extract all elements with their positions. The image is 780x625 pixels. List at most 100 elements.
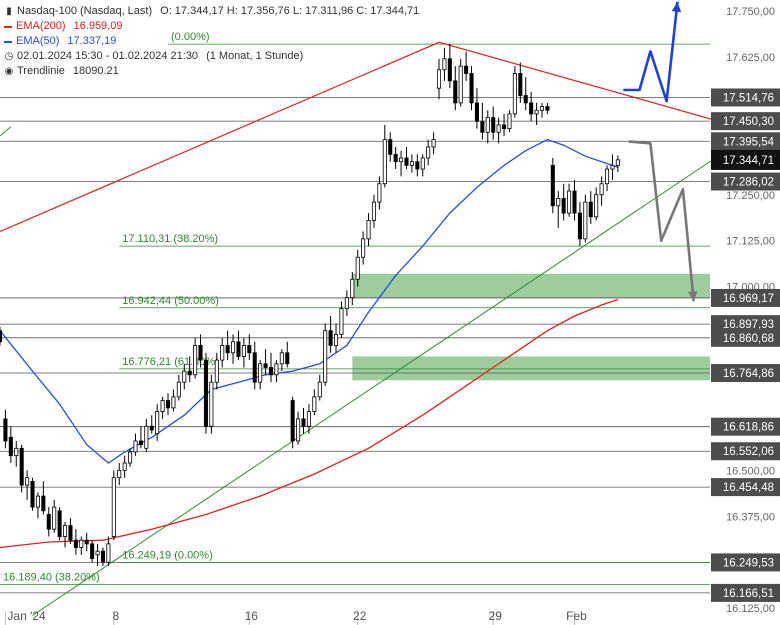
legend-interval: (1 Monat, 1 Stunde) — [206, 50, 304, 62]
candle-body-27 — [144, 425, 149, 449]
candle-body-8 — [41, 495, 46, 512]
candle-body-80 — [431, 139, 436, 148]
candle-body-84 — [453, 80, 458, 104]
ema200-label: EMA(200) — [16, 20, 66, 32]
candle-body-71 — [382, 139, 387, 185]
candle-body-91 — [491, 117, 496, 133]
legend-trendline-row[interactable]: ◉ Trendlinie 18090.21 — [4, 64, 419, 79]
candle-body-54 — [290, 400, 295, 442]
ema200-line — [0, 298, 619, 549]
candle-body-66 — [355, 256, 360, 280]
candle-body-106 — [572, 190, 577, 214]
y-tick-6: 16.375,00 — [726, 511, 775, 523]
candle-body-13 — [68, 525, 73, 541]
candle-body-61 — [328, 330, 333, 346]
candle-body-94 — [507, 113, 512, 130]
candle-body-102 — [550, 164, 555, 207]
bearish-projection-arrow-head — [688, 291, 698, 302]
level-label-7: 16.764,86 — [723, 368, 774, 380]
candle-body-58 — [312, 396, 317, 412]
candle-body-113 — [610, 164, 615, 170]
ema-lines — [0, 138, 619, 549]
candle-body-55 — [296, 418, 301, 442]
fib-label-5: (0.00%) — [171, 31, 210, 43]
trendline-label: Trendlinie — [17, 65, 65, 77]
candle-body-9 — [46, 514, 51, 530]
price-axis: 17.750,0017.625,0017.250,0017.125,0017.0… — [711, 6, 780, 615]
candle-body-98 — [529, 102, 534, 115]
level-label-0: 17.514,76 — [723, 92, 774, 104]
candle-body-75 — [404, 157, 409, 166]
candle-body-3 — [14, 447, 19, 457]
ema50-label: EMA(50) — [16, 35, 60, 47]
candle-body-45 — [241, 345, 246, 357]
candle-body-14 — [73, 539, 78, 548]
candle-body-82 — [442, 58, 447, 71]
legend-ema200-row[interactable]: EMA(200) 16.959,09 — [4, 19, 419, 34]
target-icon: ◉ — [4, 66, 14, 77]
candle-body-111 — [599, 183, 604, 196]
green-support-trendline — [32, 146, 732, 616]
level-label-bg-10 — [711, 478, 780, 497]
candle-body-35 — [187, 370, 192, 376]
legend-range: 02.01.2024 15:30 - 01.02.2024 21:30 — [17, 50, 199, 62]
support-zone-1 — [352, 356, 710, 381]
bullish-projection-arrow-head — [671, 1, 682, 13]
candle-body-52 — [279, 352, 284, 365]
candle-body-88 — [474, 102, 479, 122]
candle-body-67 — [361, 238, 366, 258]
candle-body-73 — [393, 153, 398, 163]
fib-label-4: 16.189,40 (38.20%) — [3, 571, 100, 583]
candle-body-16 — [84, 539, 89, 545]
candle-body-47 — [252, 352, 257, 383]
y-tick-5: 16.500,00 — [726, 465, 775, 477]
candle-body-19 — [100, 550, 106, 563]
candle-body-25 — [133, 440, 138, 453]
support-zone-0 — [352, 273, 710, 298]
fib-label-3: 16.249,19 (0.00%) — [122, 550, 213, 562]
y-tick-7: 16.125,00 — [726, 603, 775, 615]
candle-body-90 — [485, 117, 490, 133]
candle-body-26 — [138, 440, 143, 446]
candle-body-100 — [539, 106, 545, 111]
level-label-4: 16.969,17 — [723, 293, 774, 305]
ema200-value: 16.959,09 — [73, 20, 123, 32]
legend-symbol: Nasdaq-100 (Nasdaq, Last) — [17, 5, 153, 17]
candle-body-60 — [323, 330, 328, 383]
y-tick-2: 17.250,00 — [726, 190, 775, 202]
level-label-bg-12 — [711, 583, 780, 602]
candle-body-28 — [149, 425, 154, 431]
candle-body-87 — [469, 73, 474, 104]
level-label-bg-7 — [711, 364, 780, 383]
candle-body-30 — [160, 400, 165, 412]
candle-body-42 — [225, 345, 230, 354]
candle-body-32 — [171, 396, 176, 409]
candle-body-96 — [518, 73, 523, 96]
candle-body-70 — [377, 183, 382, 203]
candle-body-43 — [231, 341, 236, 354]
level-label-bg-11 — [711, 553, 780, 572]
candle-body-89 — [480, 120, 485, 133]
y-tick-0: 17.750,00 — [726, 6, 775, 18]
candle-body-33 — [176, 381, 181, 398]
y-tick-1: 17.625,00 — [726, 52, 775, 64]
candle-body-63 — [339, 308, 344, 335]
candle-body-37 — [198, 345, 203, 361]
candle-body-6 — [30, 480, 35, 508]
candle-body-95 — [512, 73, 517, 115]
candle-body-110 — [594, 194, 599, 218]
candle-body-78 — [420, 157, 425, 170]
candle-body-5 — [25, 477, 30, 486]
legend-ema50-row[interactable]: EMA(50) 17.337,19 — [4, 34, 419, 49]
candle-body-41 — [220, 345, 225, 361]
x-tick-2: 16 — [245, 609, 259, 623]
candle-body-97 — [523, 95, 528, 104]
level-label-10: 16.454,48 — [723, 482, 774, 494]
level-label-9: 16.552,06 — [723, 446, 774, 458]
level-label-1: 17.450,30 — [723, 116, 774, 128]
candle-body-65 — [350, 278, 355, 299]
candle-body-44 — [236, 341, 241, 357]
level-label-bg-1 — [711, 112, 780, 131]
fib-label-1: 16.942,44 (50.00%) — [122, 295, 219, 307]
